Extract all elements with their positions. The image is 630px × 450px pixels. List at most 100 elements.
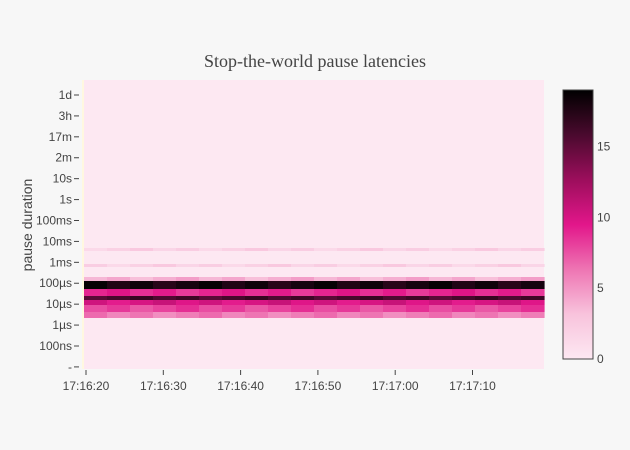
heatmap-cell — [498, 312, 522, 318]
heatmap-cell — [475, 277, 499, 281]
heatmap-cell — [360, 305, 384, 312]
heatmap-background — [84, 80, 544, 369]
x-tick-label: 17:17:10 — [449, 379, 496, 393]
heatmap-cell — [429, 264, 453, 267]
heatmap-cell — [406, 300, 430, 305]
heatmap-cell — [452, 289, 476, 296]
heatmap-cell — [84, 248, 108, 251]
y-tick-label: 1s — [59, 193, 72, 207]
heatmap-cell — [291, 281, 315, 289]
heatmap-cell — [452, 281, 476, 289]
heatmap-cell — [84, 296, 108, 300]
heatmap-cell — [360, 264, 384, 267]
heatmap-cell — [153, 305, 177, 312]
heatmap-cell — [314, 305, 338, 312]
y-tick-label: 1d — [59, 88, 72, 102]
y-tick-label: 10s — [53, 172, 72, 186]
heatmap-cell — [222, 296, 246, 300]
heatmap-cell — [498, 248, 522, 251]
y-tick-label: 1ms — [49, 255, 72, 269]
heatmap-cell — [406, 277, 430, 281]
heatmap-cell — [452, 305, 476, 312]
heatmap-cell — [360, 312, 384, 318]
heatmap-cell — [130, 296, 154, 300]
heatmap-cell — [383, 248, 407, 251]
heatmap-cell — [130, 300, 154, 305]
heatmap-cell — [245, 289, 269, 296]
heatmap-cell — [452, 296, 476, 300]
heatmap-cell — [429, 305, 453, 312]
colorbar-tick-label: 15 — [597, 140, 611, 154]
heatmap-cell — [521, 289, 545, 296]
heatmap-cell — [130, 305, 154, 312]
y-tick-label: 17m — [49, 130, 72, 144]
heatmap-cell — [475, 300, 499, 305]
heatmap-cell — [406, 305, 430, 312]
colorbar: 0 5 10 15 — [562, 89, 611, 366]
heatmap-cell — [498, 300, 522, 305]
heatmap-cell — [429, 277, 453, 281]
heatmap-cell — [498, 277, 522, 281]
heatmap-cell — [452, 277, 476, 281]
heatmap-cell — [475, 281, 499, 289]
heatmap-cell — [107, 312, 131, 318]
heatmap-cell — [521, 296, 545, 300]
heatmap-cell — [84, 305, 108, 312]
heatmap-cell — [153, 277, 177, 281]
heatmap-cell — [452, 248, 476, 251]
heatmap-cell — [107, 281, 131, 289]
heatmap-cell — [337, 289, 361, 296]
heatmap-cell — [130, 248, 154, 251]
heatmap-cell — [107, 300, 131, 305]
heatmap-cell — [268, 277, 292, 281]
heatmap-cell — [314, 300, 338, 305]
colorbar-gradient — [562, 89, 594, 360]
heatmap-cell — [498, 281, 522, 289]
heatmap-cell — [314, 248, 338, 251]
y-tick-label: - — [68, 360, 72, 374]
heatmap-cell — [429, 312, 453, 318]
heatmap-cell — [245, 281, 269, 289]
heatmap-cell — [291, 296, 315, 300]
heatmap-cell — [429, 300, 453, 305]
y-tick-label: 10ms — [43, 234, 72, 248]
heatmap-cell — [245, 277, 269, 281]
heatmap-cell — [107, 248, 131, 251]
plot-area — [82, 80, 545, 369]
heatmap-cell — [245, 300, 269, 305]
heatmap-cell — [452, 312, 476, 318]
heatmap-cell — [475, 289, 499, 296]
heatmap-cell — [268, 248, 292, 251]
heatmap-cell — [360, 281, 384, 289]
heatmap-cell — [475, 296, 499, 300]
heatmap-cell — [337, 300, 361, 305]
x-tick-label: 17:16:20 — [63, 379, 110, 393]
heatmap-cell — [521, 300, 545, 305]
heatmap-cell — [222, 305, 246, 312]
x-tick-label: 17:16:30 — [140, 379, 187, 393]
heatmap-cell — [268, 289, 292, 296]
heatmap-cell — [383, 305, 407, 312]
heatmap-cell — [107, 305, 131, 312]
heatmap-cell — [107, 289, 131, 296]
y-tick-label: 3h — [59, 109, 72, 123]
heatmap-cell — [291, 305, 315, 312]
heatmap-cell — [383, 289, 407, 296]
heatmap-cell — [498, 305, 522, 312]
heatmap-cell — [475, 312, 499, 318]
heatmap-cell — [130, 289, 154, 296]
heatmap-cell — [337, 248, 361, 251]
heatmap-cell — [429, 281, 453, 289]
heatmap-cell — [222, 281, 246, 289]
heatmap-cell — [268, 281, 292, 289]
heatmap-cell — [291, 248, 315, 251]
heatmap-cell — [176, 289, 200, 296]
heatmap-cell — [199, 305, 223, 312]
heatmap-cell — [199, 248, 223, 251]
heatmap-cell — [360, 296, 384, 300]
heatmap-cell — [84, 281, 108, 289]
heatmap-cell — [429, 248, 453, 251]
heatmap-cell — [107, 296, 131, 300]
heatmap-cell — [406, 248, 430, 251]
